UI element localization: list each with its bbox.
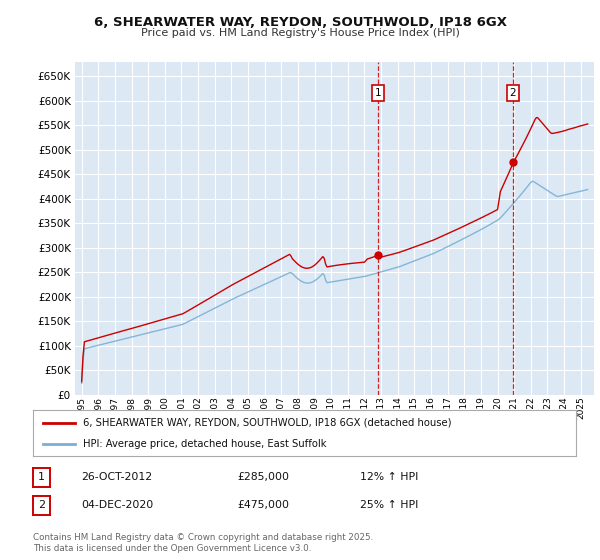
Text: 2: 2 <box>38 500 45 510</box>
Text: Price paid vs. HM Land Registry's House Price Index (HPI): Price paid vs. HM Land Registry's House … <box>140 28 460 38</box>
Text: 2: 2 <box>509 88 516 98</box>
Text: £475,000: £475,000 <box>237 500 289 510</box>
Text: 1: 1 <box>375 88 382 98</box>
Text: 6, SHEARWATER WAY, REYDON, SOUTHWOLD, IP18 6GX: 6, SHEARWATER WAY, REYDON, SOUTHWOLD, IP… <box>94 16 506 29</box>
Text: HPI: Average price, detached house, East Suffolk: HPI: Average price, detached house, East… <box>83 439 327 449</box>
Text: 04-DEC-2020: 04-DEC-2020 <box>81 500 153 510</box>
Text: 6, SHEARWATER WAY, REYDON, SOUTHWOLD, IP18 6GX (detached house): 6, SHEARWATER WAY, REYDON, SOUTHWOLD, IP… <box>83 418 452 428</box>
Text: 25% ↑ HPI: 25% ↑ HPI <box>360 500 418 510</box>
Text: Contains HM Land Registry data © Crown copyright and database right 2025.
This d: Contains HM Land Registry data © Crown c… <box>33 533 373 553</box>
Text: 1: 1 <box>38 472 45 482</box>
Text: £285,000: £285,000 <box>237 472 289 482</box>
Text: 12% ↑ HPI: 12% ↑ HPI <box>360 472 418 482</box>
Text: 26-OCT-2012: 26-OCT-2012 <box>81 472 152 482</box>
